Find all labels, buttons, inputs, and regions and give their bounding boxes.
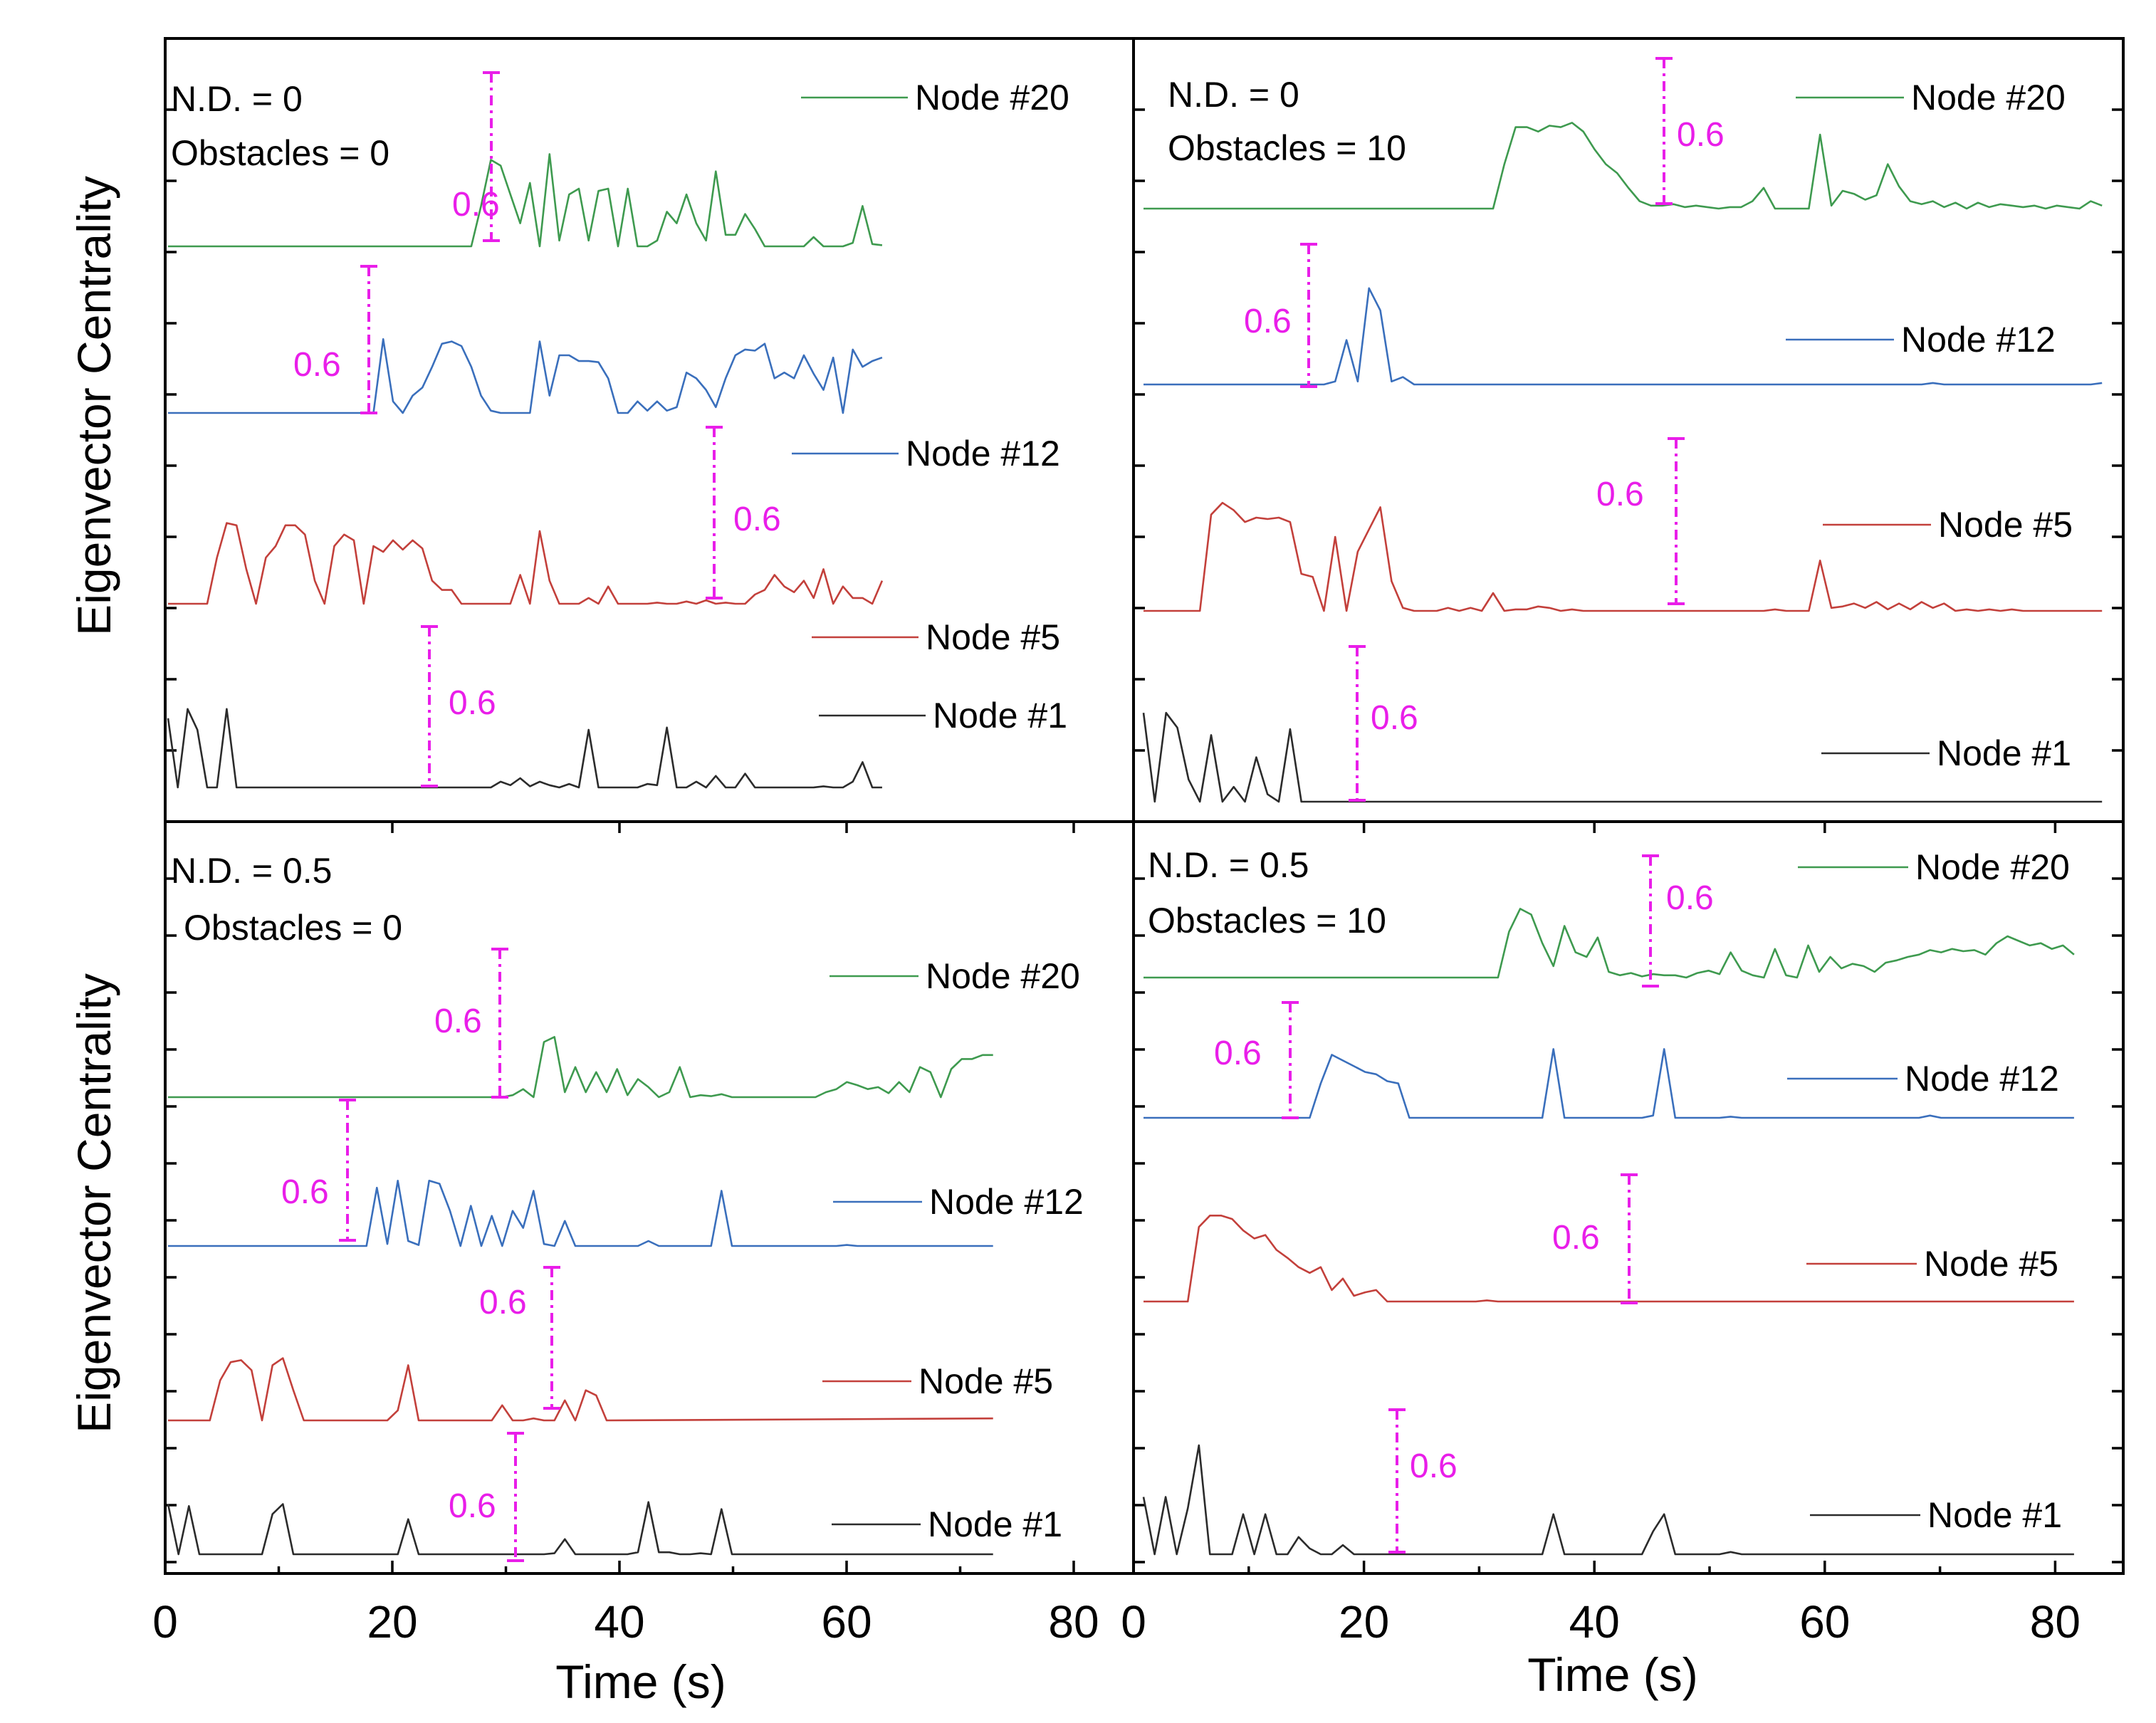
panel-frame (1132, 820, 2125, 1575)
trace-node-1 (1142, 1444, 2074, 1556)
nd-label: N.D. = 0.5 (1148, 845, 1309, 885)
trace-node-5 (168, 1357, 993, 1422)
x-tick-label-20: 20 (367, 1596, 417, 1648)
obstacles-label: Obstacles = 10 (1168, 128, 1406, 168)
trace-node-20 (1144, 122, 2103, 210)
nd-label: N.D. = 0.5 (171, 851, 333, 891)
legend-label-node-1: Node #1 (1927, 1495, 2062, 1535)
obstacles-label: Obstacles = 0 (184, 908, 402, 948)
x-axis-left: 0 20 40 60 80 (152, 822, 1099, 1648)
traces (1142, 908, 2075, 1556)
scale-bar-label-0: 0.6 (452, 186, 500, 224)
x-tick-label-80: 80 (1048, 1596, 1099, 1648)
trace-node-1 (167, 708, 882, 789)
legend-label-node-20: Node #20 (1911, 78, 2066, 117)
legend-label-node-5: Node #5 (1938, 505, 2073, 545)
scale-bar-label-3: 0.6 (1371, 699, 1418, 737)
scale-bar-label-0: 0.6 (1666, 879, 1714, 917)
trace-node-5 (168, 522, 884, 605)
scale-bar-label-0: 0.6 (1677, 116, 1725, 154)
legend: Node #20 Node #12 Node #5 Node #1 (822, 956, 1084, 1544)
nd-label: N.D. = 0 (1168, 75, 1299, 115)
x-axis-right: 0 20 40 60 80 (1121, 822, 2081, 1648)
legend-label-node-5: Node #5 (926, 617, 1060, 657)
scale-bar-label-3: 0.6 (449, 684, 496, 722)
legend-label-node-12: Node #12 (1905, 1059, 2059, 1099)
legend-label-node-1: Node #1 (933, 696, 1067, 735)
legend: Node #20 Node #12 Node #5 Node #1 (1786, 78, 2073, 773)
traces (167, 153, 884, 789)
legend-label-node-12: Node #12 (929, 1182, 1084, 1222)
scale-bars: 0.6 0.6 0.6 0.6 (293, 71, 781, 787)
scale-bar-label-1: 0.6 (1214, 1035, 1262, 1072)
legend-label-node-1: Node #1 (928, 1504, 1062, 1544)
obstacles-label: Obstacles = 10 (1148, 901, 1386, 941)
legend-label-node-20: Node #20 (915, 78, 1069, 117)
legend-label-node-1: Node #1 (1937, 733, 2071, 773)
legend-label-node-20: Node #20 (1915, 847, 2070, 887)
x-tick-label-40: 40 (1569, 1596, 1620, 1648)
y-axis-title-bottom: Eigenvector Centrality (68, 973, 120, 1433)
legend-label-node-20: Node #20 (926, 956, 1080, 996)
scale-bar-label-2: 0.6 (733, 501, 781, 538)
trace-node-12 (1144, 287, 2103, 386)
legend-label-node-5: Node #5 (1924, 1244, 2058, 1284)
trace-node-20 (168, 1036, 993, 1099)
trace-node-5 (1144, 501, 2103, 612)
traces (167, 1036, 993, 1556)
trace-node-12 (168, 1180, 993, 1247)
legend-label-node-12: Node #12 (906, 434, 1060, 473)
scale-bars: 0.6 0.6 0.6 0.6 (1244, 57, 1725, 802)
x-tick-label-80: 80 (2030, 1596, 2081, 1648)
scale-bar-label-1: 0.6 (293, 346, 341, 384)
trace-node-5 (1144, 1215, 2074, 1303)
trace-node-1 (167, 1501, 993, 1556)
scale-bar-label-1: 0.6 (1244, 303, 1292, 340)
trace-node-1 (1142, 711, 2103, 803)
scale-bar-label-2: 0.6 (479, 1284, 527, 1321)
trace-node-12 (1144, 1048, 2074, 1119)
trace-node-12 (168, 337, 883, 414)
nd-label: N.D. = 0 (171, 79, 303, 119)
x-tick-label-20: 20 (1339, 1596, 1389, 1648)
traces (1142, 122, 2103, 803)
legend: Node #20 Node #12 Node #5 Node #1 (792, 78, 1069, 735)
x-tick-label-0: 0 (152, 1596, 178, 1648)
scale-bar-label-1: 0.6 (281, 1173, 329, 1211)
legend: Node #20 Node #12 Node #5 Node #1 (1787, 847, 2070, 1535)
scale-bars: 0.6 0.6 0.6 0.6 (1214, 854, 1714, 1554)
legend-label-node-12: Node #12 (1901, 320, 2056, 360)
y-axis-title-top: Eigenvector Centrality (68, 176, 120, 636)
trace-node-20 (168, 153, 883, 248)
scale-bar-label-0: 0.6 (434, 1002, 482, 1040)
y-ticks (1134, 37, 2123, 823)
scale-bar-label-2: 0.6 (1596, 476, 1644, 513)
x-tick-label-0: 0 (1121, 1596, 1146, 1648)
x-tick-label-40: 40 (594, 1596, 644, 1648)
scale-bars: 0.6 0.6 0.6 0.6 (281, 948, 560, 1562)
scale-bar-label-3: 0.6 (449, 1487, 496, 1525)
legend-label-node-5: Node #5 (919, 1361, 1053, 1401)
y-ticks (165, 820, 177, 1564)
scale-bar-label-2: 0.6 (1552, 1219, 1600, 1257)
obstacles-label: Obstacles = 0 (171, 133, 389, 173)
scale-bar-label-3: 0.6 (1410, 1447, 1458, 1485)
x-tick-label-60: 60 (1799, 1596, 1850, 1648)
x-axis-title-left: Time (s) (555, 1655, 726, 1708)
y-ticks (1134, 820, 2123, 1564)
x-tick-label-60: 60 (821, 1596, 872, 1648)
trace-node-20 (1144, 908, 2075, 979)
x-axis-title-right: Time (s) (1527, 1648, 1698, 1701)
